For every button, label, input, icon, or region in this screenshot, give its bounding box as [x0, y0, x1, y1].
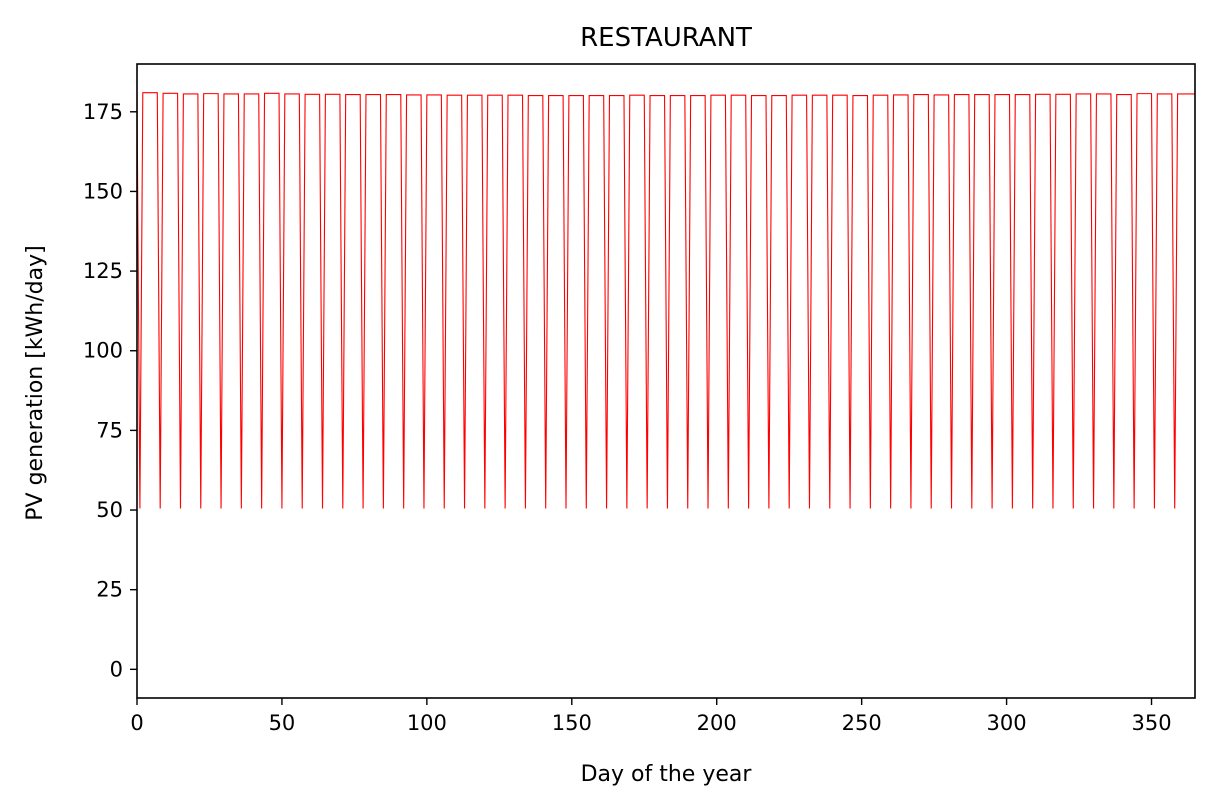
y-tick-label: 0	[110, 657, 123, 681]
y-tick-label: 25	[96, 578, 123, 602]
x-tick-label: 0	[130, 711, 143, 735]
plot-area	[137, 92, 1195, 509]
y-tick-label: 175	[83, 100, 123, 124]
x-tick-label: 300	[987, 711, 1027, 735]
chart-title: RESTAURANT	[580, 23, 752, 53]
y-tick-label: 50	[96, 498, 123, 522]
x-tick-label: 50	[269, 711, 296, 735]
axes-frame	[136, 63, 1196, 699]
series-line	[137, 92, 1195, 509]
y-tick-label: 100	[83, 339, 123, 363]
x-tick-label: 250	[842, 711, 882, 735]
y-tick-label: 125	[83, 259, 123, 283]
y-axis-title: PV generation [kWh/day]	[23, 245, 48, 520]
x-tick-label: 350	[1131, 711, 1171, 735]
y-tick-label: 75	[96, 418, 123, 442]
x-tick-label: 150	[552, 711, 592, 735]
axes: 0 50 100 150 200 250 300 350 0 25 50 75 100 125 150 175	[83, 63, 1196, 735]
x-axis-title: Day of the year	[581, 762, 753, 787]
y-tick-label: 150	[83, 179, 123, 203]
x-tick-label: 200	[697, 711, 737, 735]
x-tick-label: 100	[407, 711, 447, 735]
